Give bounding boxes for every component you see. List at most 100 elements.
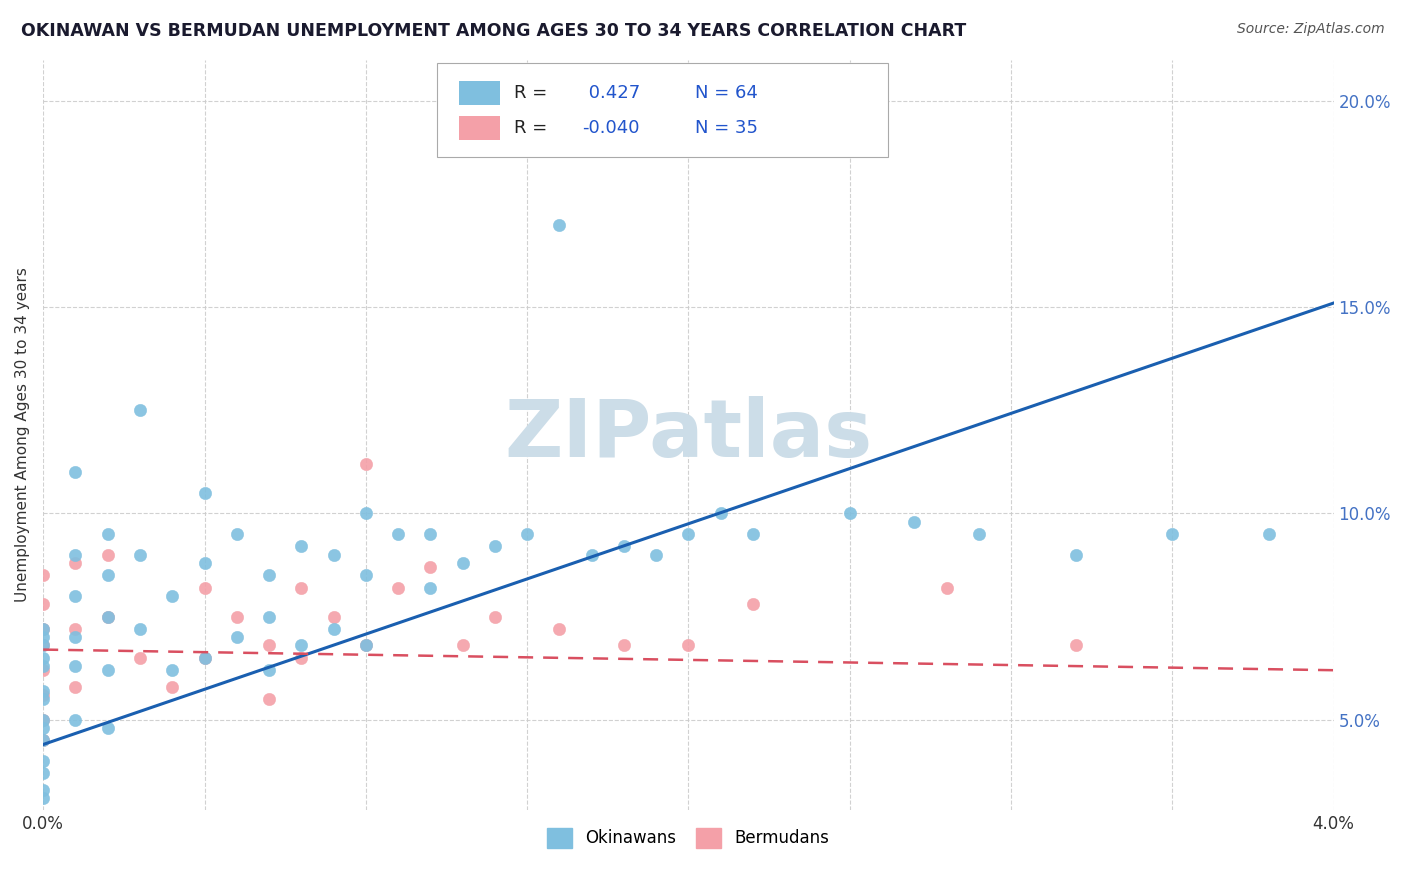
Text: N = 64: N = 64 xyxy=(695,84,758,102)
Point xyxy=(354,639,377,653)
Point xyxy=(32,713,55,727)
Point xyxy=(419,581,441,595)
Y-axis label: Unemployment Among Ages 30 to 34 years: Unemployment Among Ages 30 to 34 years xyxy=(15,268,30,602)
Point xyxy=(451,556,474,570)
Point xyxy=(1258,527,1281,541)
Point xyxy=(322,548,344,562)
Point xyxy=(97,527,120,541)
Point xyxy=(193,581,215,595)
Point xyxy=(97,568,120,582)
Point xyxy=(548,218,571,232)
Point xyxy=(97,609,120,624)
Point xyxy=(742,597,765,611)
Point xyxy=(1064,639,1087,653)
Point xyxy=(290,540,312,554)
Point xyxy=(225,609,247,624)
Point xyxy=(32,688,55,702)
FancyBboxPatch shape xyxy=(437,63,889,157)
Point xyxy=(387,527,409,541)
Legend: Okinawans, Bermudans: Okinawans, Bermudans xyxy=(540,821,837,855)
Point xyxy=(97,609,120,624)
Point xyxy=(419,560,441,574)
Point xyxy=(32,630,55,644)
Point xyxy=(225,630,247,644)
Text: N = 35: N = 35 xyxy=(695,119,758,137)
Point xyxy=(65,630,87,644)
Point xyxy=(322,622,344,636)
Point xyxy=(97,721,120,735)
Point xyxy=(387,581,409,595)
Point xyxy=(32,650,55,665)
Point xyxy=(129,403,152,417)
Point xyxy=(97,548,120,562)
Point xyxy=(32,791,55,805)
Text: R =: R = xyxy=(515,119,547,137)
Point xyxy=(322,609,344,624)
Point xyxy=(548,622,571,636)
Point xyxy=(451,639,474,653)
Point xyxy=(193,650,215,665)
Point xyxy=(257,639,280,653)
Point xyxy=(65,465,87,479)
Point xyxy=(32,639,55,653)
Point xyxy=(32,733,55,747)
Point xyxy=(516,527,538,541)
Text: R =: R = xyxy=(515,84,547,102)
Point xyxy=(193,650,215,665)
Point xyxy=(32,782,55,797)
Point xyxy=(65,556,87,570)
Point xyxy=(32,663,55,677)
Point xyxy=(257,663,280,677)
Point xyxy=(581,548,603,562)
Point xyxy=(32,622,55,636)
Point xyxy=(162,663,184,677)
Point xyxy=(354,568,377,582)
Point xyxy=(742,527,765,541)
Point xyxy=(32,754,55,768)
Point xyxy=(193,556,215,570)
Point xyxy=(32,597,55,611)
Point xyxy=(129,548,152,562)
Point xyxy=(354,457,377,471)
Bar xyxy=(458,80,501,104)
Point xyxy=(710,507,733,521)
Point xyxy=(967,527,990,541)
Point xyxy=(129,622,152,636)
Point xyxy=(1161,527,1184,541)
Point xyxy=(129,650,152,665)
Point xyxy=(225,527,247,541)
Point xyxy=(65,622,87,636)
Point xyxy=(257,609,280,624)
Point xyxy=(65,589,87,603)
Point xyxy=(613,639,636,653)
Point xyxy=(484,609,506,624)
Point xyxy=(65,713,87,727)
Point xyxy=(678,639,700,653)
Point xyxy=(354,639,377,653)
Text: ZIPatlas: ZIPatlas xyxy=(505,396,873,474)
Point xyxy=(903,515,925,529)
Point xyxy=(162,680,184,694)
Point xyxy=(65,659,87,673)
Point xyxy=(290,639,312,653)
Text: OKINAWAN VS BERMUDAN UNEMPLOYMENT AMONG AGES 30 TO 34 YEARS CORRELATION CHART: OKINAWAN VS BERMUDAN UNEMPLOYMENT AMONG … xyxy=(21,22,966,40)
Point xyxy=(257,692,280,706)
Point xyxy=(65,680,87,694)
Point xyxy=(935,581,957,595)
Point xyxy=(32,659,55,673)
Point xyxy=(32,721,55,735)
Point xyxy=(290,581,312,595)
Point xyxy=(290,650,312,665)
Point xyxy=(32,568,55,582)
Point xyxy=(484,540,506,554)
Point xyxy=(32,733,55,747)
Point xyxy=(678,527,700,541)
Point xyxy=(97,663,120,677)
Point xyxy=(32,713,55,727)
Point xyxy=(32,766,55,780)
Point xyxy=(193,485,215,500)
Point xyxy=(65,548,87,562)
Point xyxy=(257,568,280,582)
Point xyxy=(613,540,636,554)
Point xyxy=(32,622,55,636)
